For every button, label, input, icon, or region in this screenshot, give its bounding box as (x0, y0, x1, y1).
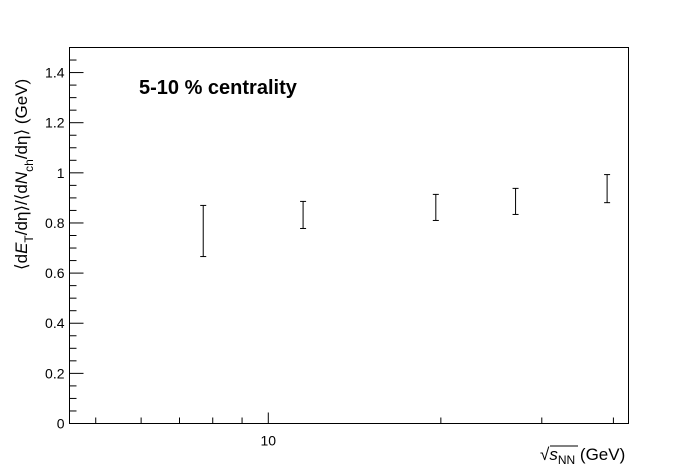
error-bar (432, 193, 439, 221)
x-axis-label-part: s (549, 445, 558, 464)
error-bar (604, 174, 611, 204)
y-axis-label-part: N (12, 171, 31, 184)
x-axis-label-part: NN (558, 453, 575, 467)
y-tick-label: 0.8 (45, 215, 65, 231)
y-axis-label-part: T (22, 235, 36, 243)
x-axis-label-part: (GeV) (575, 445, 625, 464)
y-tick-label: 1.4 (45, 65, 65, 81)
annotation: 5-10 % centrality (139, 77, 298, 99)
error-bar (512, 187, 519, 215)
y-axis-label: ⟨dET/dη⟩/⟨dNch/dη⟩ (GeV) (12, 79, 36, 270)
x-tick-label: 10 (260, 433, 276, 449)
error-bar (300, 200, 307, 229)
y-axis-label-part: /dη⟩/⟨d (12, 184, 31, 235)
y-axis-label-part: ⟨d (12, 254, 31, 270)
y-tick-label: 1.2 (45, 115, 65, 131)
y-axis-label-part: E (12, 242, 31, 254)
x-axis-label: √sNN (GeV) (540, 445, 625, 467)
y-tick-label: 0.4 (45, 315, 65, 331)
y-tick-label: 0.6 (45, 265, 65, 281)
error-bar (200, 204, 207, 258)
y-tick-label: 1 (57, 165, 65, 181)
y-axis-label-part: /dη⟩ (GeV) (12, 79, 31, 159)
y-tick-label: 0.2 (45, 365, 65, 381)
y-axis-label-part: ch (22, 159, 36, 172)
y-tick-label: 0 (57, 416, 65, 432)
x-axis-label-part: √ (540, 445, 550, 464)
